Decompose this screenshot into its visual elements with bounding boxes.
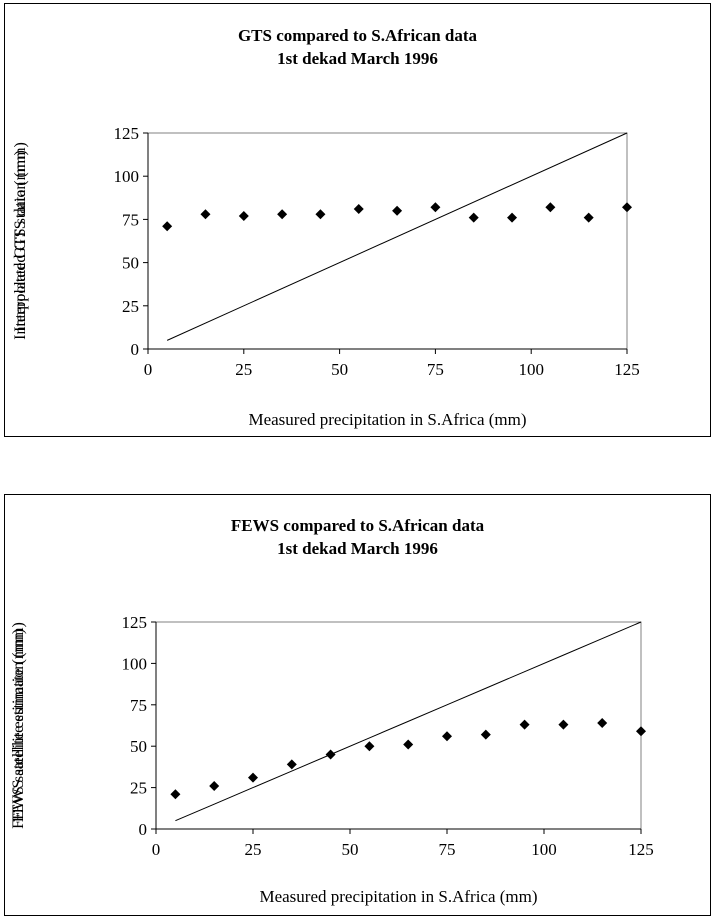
data-point	[583, 212, 594, 223]
y-tick-label: 50	[122, 254, 139, 273]
data-point	[353, 204, 364, 215]
data-point	[597, 718, 608, 729]
chart-title: GTS compared to S.African data	[237, 26, 478, 45]
y-axis-title: Interpolated GTS data (mm)	[12, 150, 29, 332]
data-point	[277, 209, 288, 220]
data-point	[209, 780, 220, 791]
chart-subtitle: 1st dekad March 1996	[277, 49, 438, 68]
y-tick-label: 100	[114, 167, 140, 186]
data-point	[442, 731, 452, 742]
data-point	[430, 202, 441, 213]
y-axis-title-overprint: FEWS satellite estimate (mm)	[10, 629, 27, 822]
x-tick-label: 100	[531, 840, 557, 859]
y-tick-label: 75	[122, 210, 139, 229]
x-tick-label: 75	[439, 840, 456, 859]
x-tick-label: 25	[235, 360, 252, 379]
chart-title: FEWS compared to S.African data	[230, 516, 485, 535]
x-axis-title: Measured precipitation in S.Africa (mm)	[259, 887, 537, 906]
x-tick-label: 0	[152, 840, 161, 859]
x-axis-title: Measured precipitation in S.Africa (mm)	[248, 410, 526, 429]
y-tick-label: 50	[130, 737, 147, 756]
reference-line	[175, 621, 642, 822]
y-tick-label: 100	[122, 654, 148, 673]
y-tick-label: 125	[122, 613, 148, 632]
data-point	[162, 221, 173, 232]
y-axis-title-overprint: Interpolated GTS station (mm)	[12, 142, 29, 340]
data-point	[558, 719, 569, 730]
data-point	[364, 741, 375, 752]
chart-svg-gts: 0 25 50 75 100 125 0 25 50 75 100 125 Measured preci…	[12, 124, 640, 429]
y-axis-title: FEWS satellite estimation (mm)	[10, 622, 27, 829]
chart-svg-fews: 0 25 50 75 100 125 0 25 50 75 100 125 Measured preci…	[10, 613, 654, 906]
chart-subtitle: 1st dekad March 1996	[277, 539, 438, 558]
chart-panel-gts: GTS compared to S.African data 1st dekad…	[4, 3, 711, 437]
y-tick-label: 0	[131, 340, 140, 359]
y-tick-label: 75	[130, 696, 147, 715]
y-tick-label: 25	[130, 779, 147, 798]
data-point	[200, 209, 211, 220]
data-point	[392, 205, 403, 216]
data-point	[238, 210, 249, 221]
data-point	[622, 202, 632, 213]
reference-line	[166, 132, 628, 341]
x-tick-label: 75	[427, 360, 444, 379]
data-point	[468, 212, 479, 223]
y-tick-label: 25	[122, 297, 139, 316]
x-tick-label: 50	[342, 840, 359, 859]
x-tick-label: 25	[245, 840, 262, 859]
data-point	[170, 789, 181, 800]
x-tick-label: 100	[518, 360, 544, 379]
data-point	[545, 202, 556, 213]
x-tick-label: 125	[628, 840, 654, 859]
data-point	[507, 212, 518, 223]
data-point	[636, 726, 646, 737]
data-point	[519, 719, 530, 730]
data-point	[403, 739, 414, 750]
y-tick-label: 125	[114, 124, 140, 143]
x-tick-label: 125	[614, 360, 640, 379]
chart-panel-fews: FEWS compared to S.African data 1st deka…	[4, 494, 711, 916]
data-point	[480, 729, 491, 740]
data-point	[286, 759, 297, 770]
data-point	[325, 749, 336, 760]
data-point	[248, 772, 258, 783]
y-tick-label: 0	[139, 820, 148, 839]
x-tick-label: 0	[144, 360, 153, 379]
data-point	[315, 209, 326, 220]
x-tick-label: 50	[331, 360, 348, 379]
